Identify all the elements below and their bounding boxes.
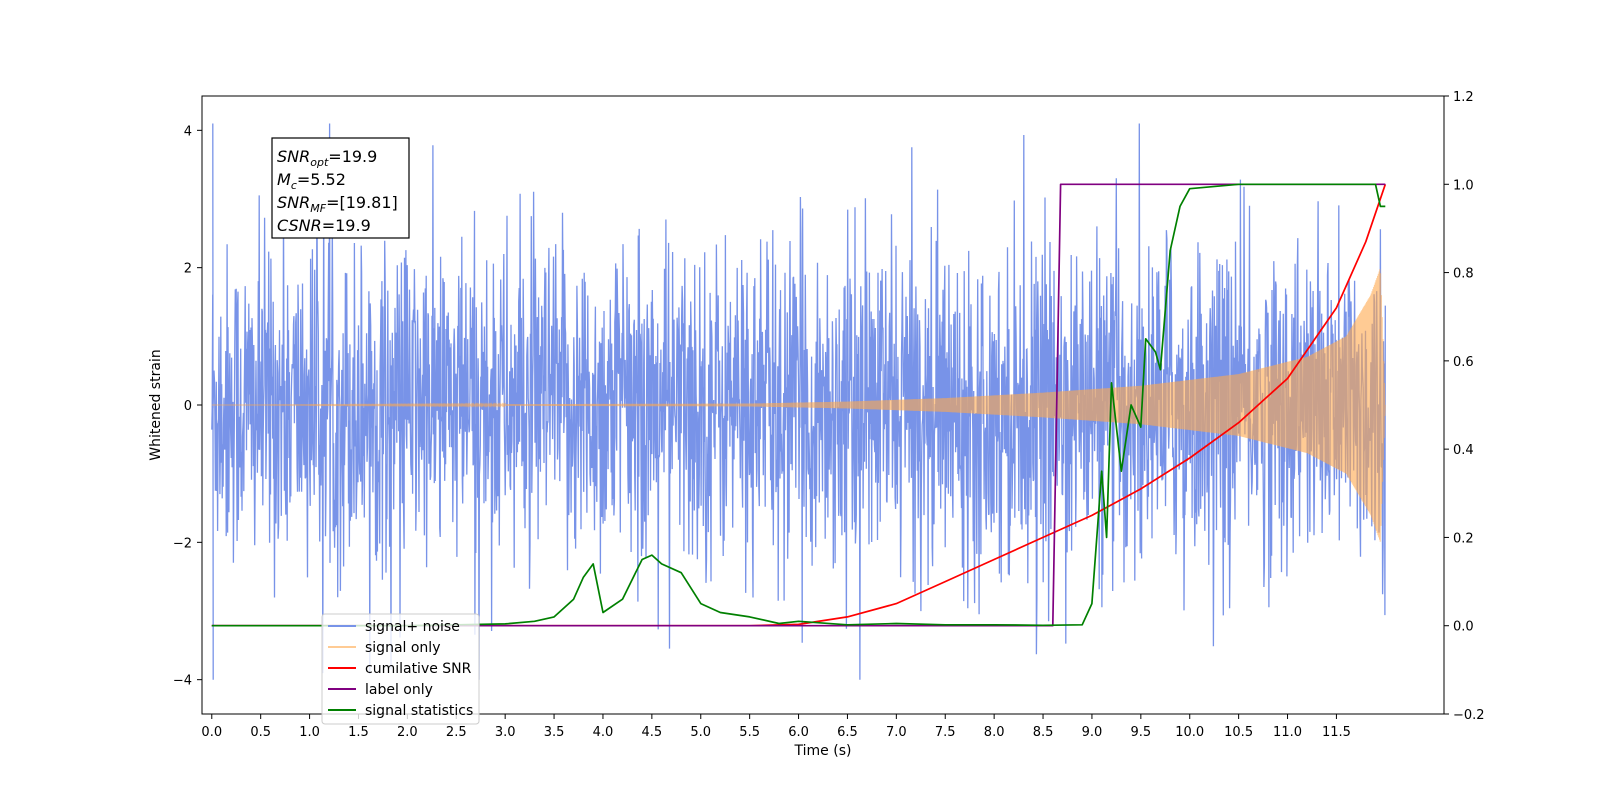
- y-right-tick-label: 0.4: [1453, 443, 1474, 458]
- x-tick-label: 3.5: [544, 725, 565, 740]
- legend-label-signal-only: signal only: [365, 640, 440, 656]
- y-axis-right: −0.2 0.0 0.2 0.4 0.6 0.8 1.0 1.2: [1444, 90, 1485, 723]
- y-right-tick-label: 0.0: [1453, 620, 1474, 635]
- y-axis-left: −4 −2 0 2 4: [173, 124, 202, 689]
- x-axis-label: Time (s): [794, 743, 852, 759]
- x-axis: 0.0 0.5 1.0 1.5 2.0 2.5 3.0 3.5 4.0 4.5 5.0 5.5 6.0 6…: [201, 714, 1351, 740]
- y-left-tick-label: 4: [184, 124, 192, 139]
- legend-label-cumilative-snr: cumilative SNR: [365, 661, 472, 677]
- x-tick-label: 1.0: [299, 725, 320, 740]
- legend-label-signal-statistics: signal statistics: [365, 703, 473, 719]
- x-tick-label: 4.0: [593, 725, 614, 740]
- annotation-line: CSNR=19.9: [277, 216, 371, 235]
- x-tick-label: 0.5: [250, 725, 271, 740]
- annotation-frame: [271, 137, 410, 239]
- x-tick-label: 11.0: [1273, 725, 1302, 740]
- x-tick-label: 8.0: [984, 725, 1005, 740]
- annotation-line: SNRopt=19.9: [277, 147, 377, 169]
- x-tick-label: 5.0: [690, 725, 711, 740]
- x-tick-label: 9.5: [1130, 725, 1151, 740]
- x-tick-label: 7.5: [935, 725, 956, 740]
- x-tick-label: 6.5: [837, 725, 858, 740]
- x-tick-label: 6.0: [788, 725, 809, 740]
- series-layer: [211, 123, 1387, 680]
- legend: signal+ noise signal only cumilative SNR la…: [321, 613, 480, 725]
- y-right-tick-label: 0.2: [1453, 531, 1474, 546]
- x-tick-label: 5.5: [739, 725, 760, 740]
- y-left-tick-label: −4: [173, 674, 192, 689]
- series-signal-only: [211, 269, 1386, 542]
- x-tick-label: 1.5: [348, 725, 369, 740]
- x-tick-label: 10.0: [1175, 725, 1204, 740]
- series-label-only: [211, 183, 1386, 627]
- annotation-line: Mc=5.52: [277, 170, 346, 192]
- x-tick-label: 3.0: [495, 725, 516, 740]
- y-right-tick-label: 0.8: [1453, 267, 1474, 282]
- x-tick-label: 10.5: [1224, 725, 1253, 740]
- legend-label-signal-noise: signal+ noise: [365, 619, 460, 635]
- y-right-tick-label: 1.0: [1453, 178, 1474, 193]
- y-right-tick-label: 0.6: [1453, 355, 1474, 370]
- x-tick-label: 2.5: [446, 725, 467, 740]
- series-cumilative-snr: [211, 184, 1387, 627]
- legend-frame: [321, 613, 480, 725]
- y-axis-left-label: Whitened strain: [148, 349, 164, 460]
- annotation-line: SNRMF=[19.81]: [277, 193, 398, 215]
- y-left-tick-label: 0: [184, 399, 192, 414]
- legend-label-label-only: label only: [365, 682, 433, 698]
- y-right-tick-label: −0.2: [1453, 708, 1485, 723]
- x-tick-label: 2.0: [397, 725, 418, 740]
- x-tick-label: 0.0: [201, 725, 222, 740]
- y-left-tick-label: 2: [184, 262, 192, 277]
- x-tick-label: 4.5: [642, 725, 663, 740]
- x-tick-label: 11.5: [1322, 725, 1351, 740]
- x-tick-label: 7.0: [886, 725, 907, 740]
- series-signal-statistics: [211, 183, 1386, 627]
- y-left-tick-label: −2: [173, 536, 192, 551]
- x-tick-label: 8.5: [1033, 725, 1054, 740]
- x-tick-label: 9.0: [1082, 725, 1103, 740]
- y-right-tick-label: 1.2: [1453, 90, 1474, 105]
